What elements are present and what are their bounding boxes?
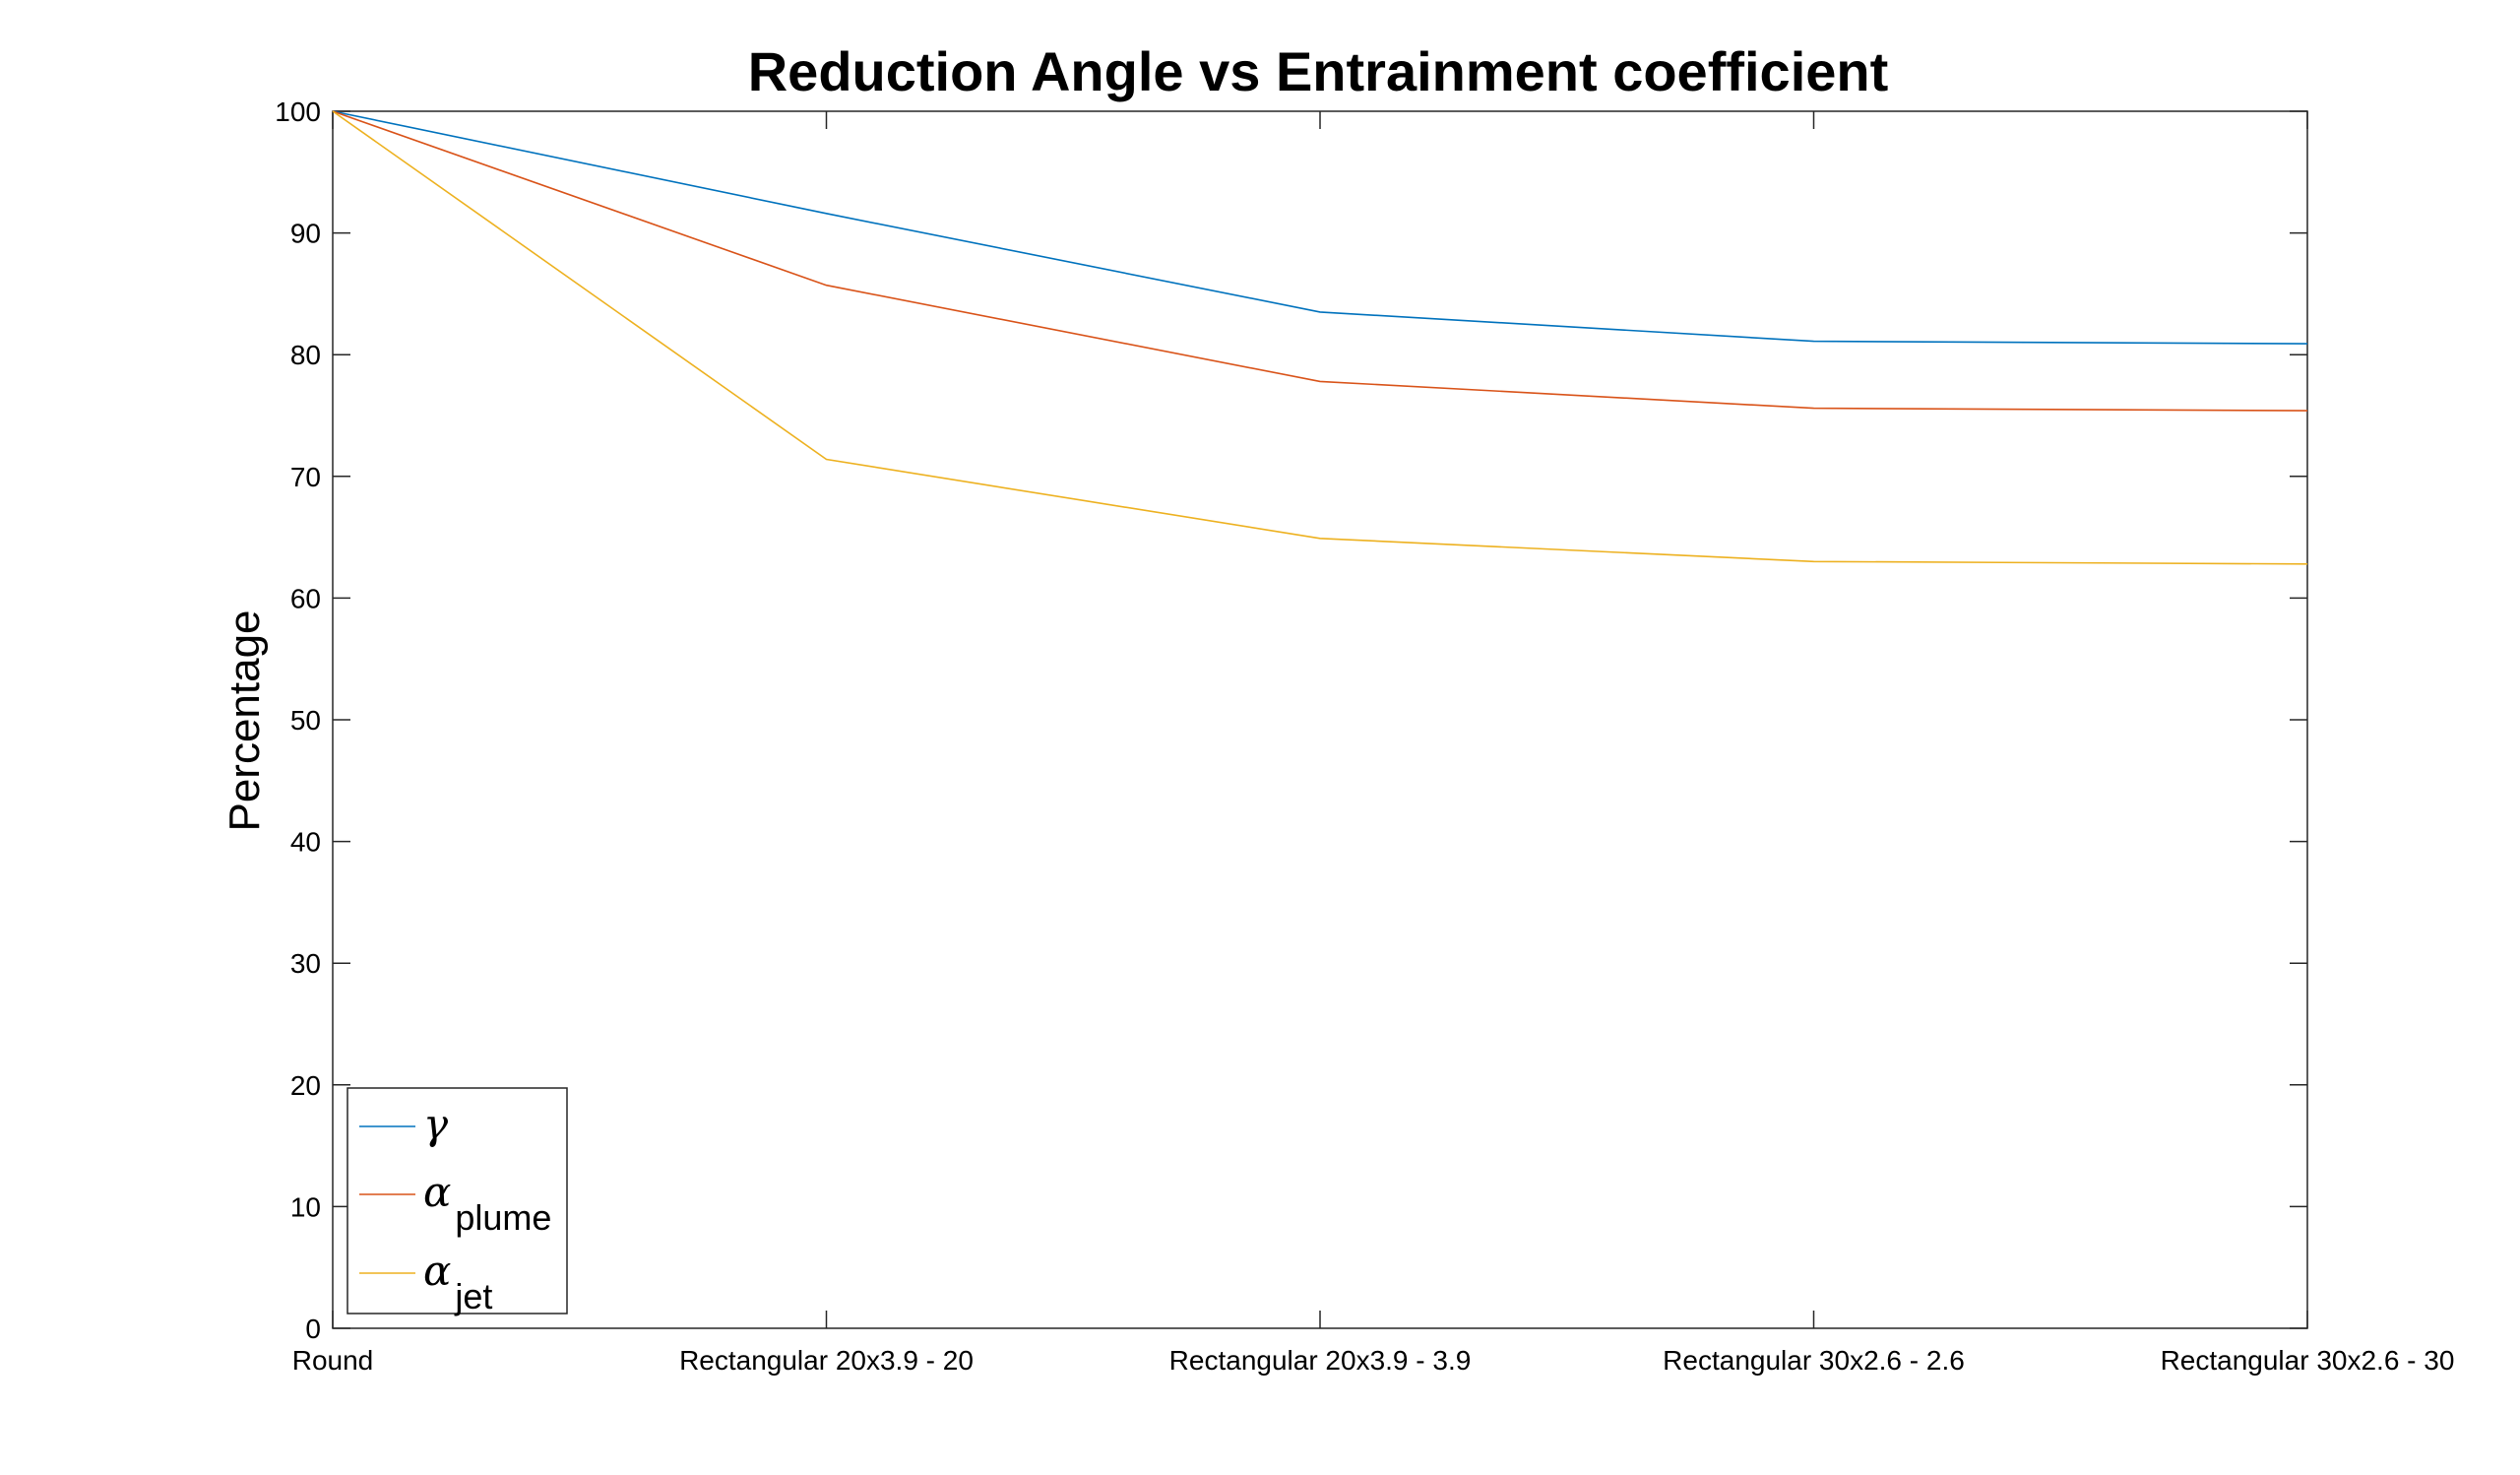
legend-entry: αplume bbox=[423, 1168, 551, 1238]
series-line-2 bbox=[332, 110, 2308, 565]
y-tick-label: 80 bbox=[290, 340, 321, 370]
y-tick-label: 90 bbox=[290, 219, 321, 249]
chart-title: Reduction Angle vs Entrainment coefficie… bbox=[748, 40, 1889, 102]
series-line-1 bbox=[332, 110, 2308, 412]
y-tick-label: 100 bbox=[275, 96, 321, 127]
legend-symbol: α bbox=[423, 1168, 451, 1216]
legend-box bbox=[346, 1087, 568, 1315]
y-tick-label: 10 bbox=[290, 1191, 321, 1222]
x-tick-label: Rectangular 30x2.6 - 30 bbox=[2161, 1345, 2455, 1376]
legend-entry: γ bbox=[423, 1100, 449, 1148]
x-tick-label: Rectangular 20x3.9 - 3.9 bbox=[1169, 1345, 1472, 1376]
legend-entry: αjet bbox=[423, 1247, 492, 1316]
x-axis: Round Rectangular 20x3.9 - 20 Rectangular … bbox=[292, 111, 2455, 1376]
y-tick-label: 60 bbox=[290, 583, 321, 613]
plot-area bbox=[332, 110, 2308, 1329]
legend-symbol: γ bbox=[423, 1100, 449, 1148]
y-tick-label: 0 bbox=[305, 1314, 321, 1344]
x-tick-label: Rectangular 20x3.9 - 20 bbox=[679, 1345, 974, 1376]
y-axis: 0 10 20 30 40 50 60 70 80 90 100 bbox=[275, 96, 2307, 1344]
y-tick-label: 40 bbox=[290, 827, 321, 858]
legend-subscript: jet bbox=[454, 1276, 492, 1316]
legend-subscript: plume bbox=[455, 1197, 551, 1238]
x-tick-label: Round bbox=[292, 1345, 374, 1376]
legend-symbol: α bbox=[423, 1247, 451, 1295]
y-axis-label: Percentage bbox=[220, 609, 269, 831]
x-tick-label: Rectangular 30x2.6 - 2.6 bbox=[1663, 1345, 1965, 1376]
y-tick-label: 20 bbox=[290, 1070, 321, 1101]
y-tick-label: 50 bbox=[290, 705, 321, 736]
y-tick-label: 30 bbox=[290, 948, 321, 979]
y-tick-label: 70 bbox=[290, 462, 321, 492]
series-lines bbox=[332, 110, 2308, 565]
series-line-0 bbox=[332, 110, 2308, 345]
